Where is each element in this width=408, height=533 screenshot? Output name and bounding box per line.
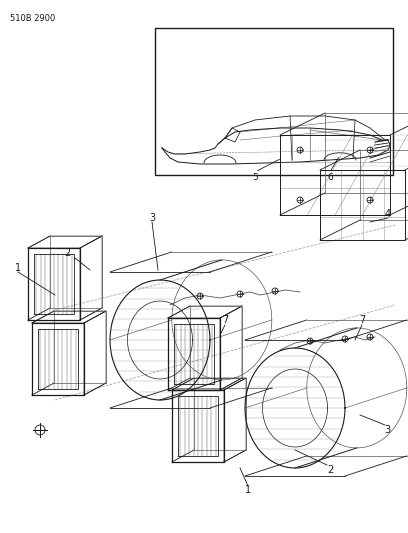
Bar bbox=[155, 28, 393, 175]
Text: 3: 3 bbox=[384, 425, 390, 435]
Text: 5: 5 bbox=[252, 173, 258, 182]
Text: 7: 7 bbox=[222, 315, 228, 325]
Text: 2: 2 bbox=[327, 465, 333, 475]
Text: 3: 3 bbox=[149, 213, 155, 223]
Text: 4: 4 bbox=[385, 209, 391, 219]
Text: 2: 2 bbox=[64, 248, 70, 258]
Text: 6: 6 bbox=[327, 173, 333, 182]
Text: 7: 7 bbox=[359, 315, 365, 325]
Text: 1: 1 bbox=[245, 485, 251, 495]
Text: 1: 1 bbox=[15, 263, 21, 273]
Text: 510B 2900: 510B 2900 bbox=[10, 14, 55, 23]
